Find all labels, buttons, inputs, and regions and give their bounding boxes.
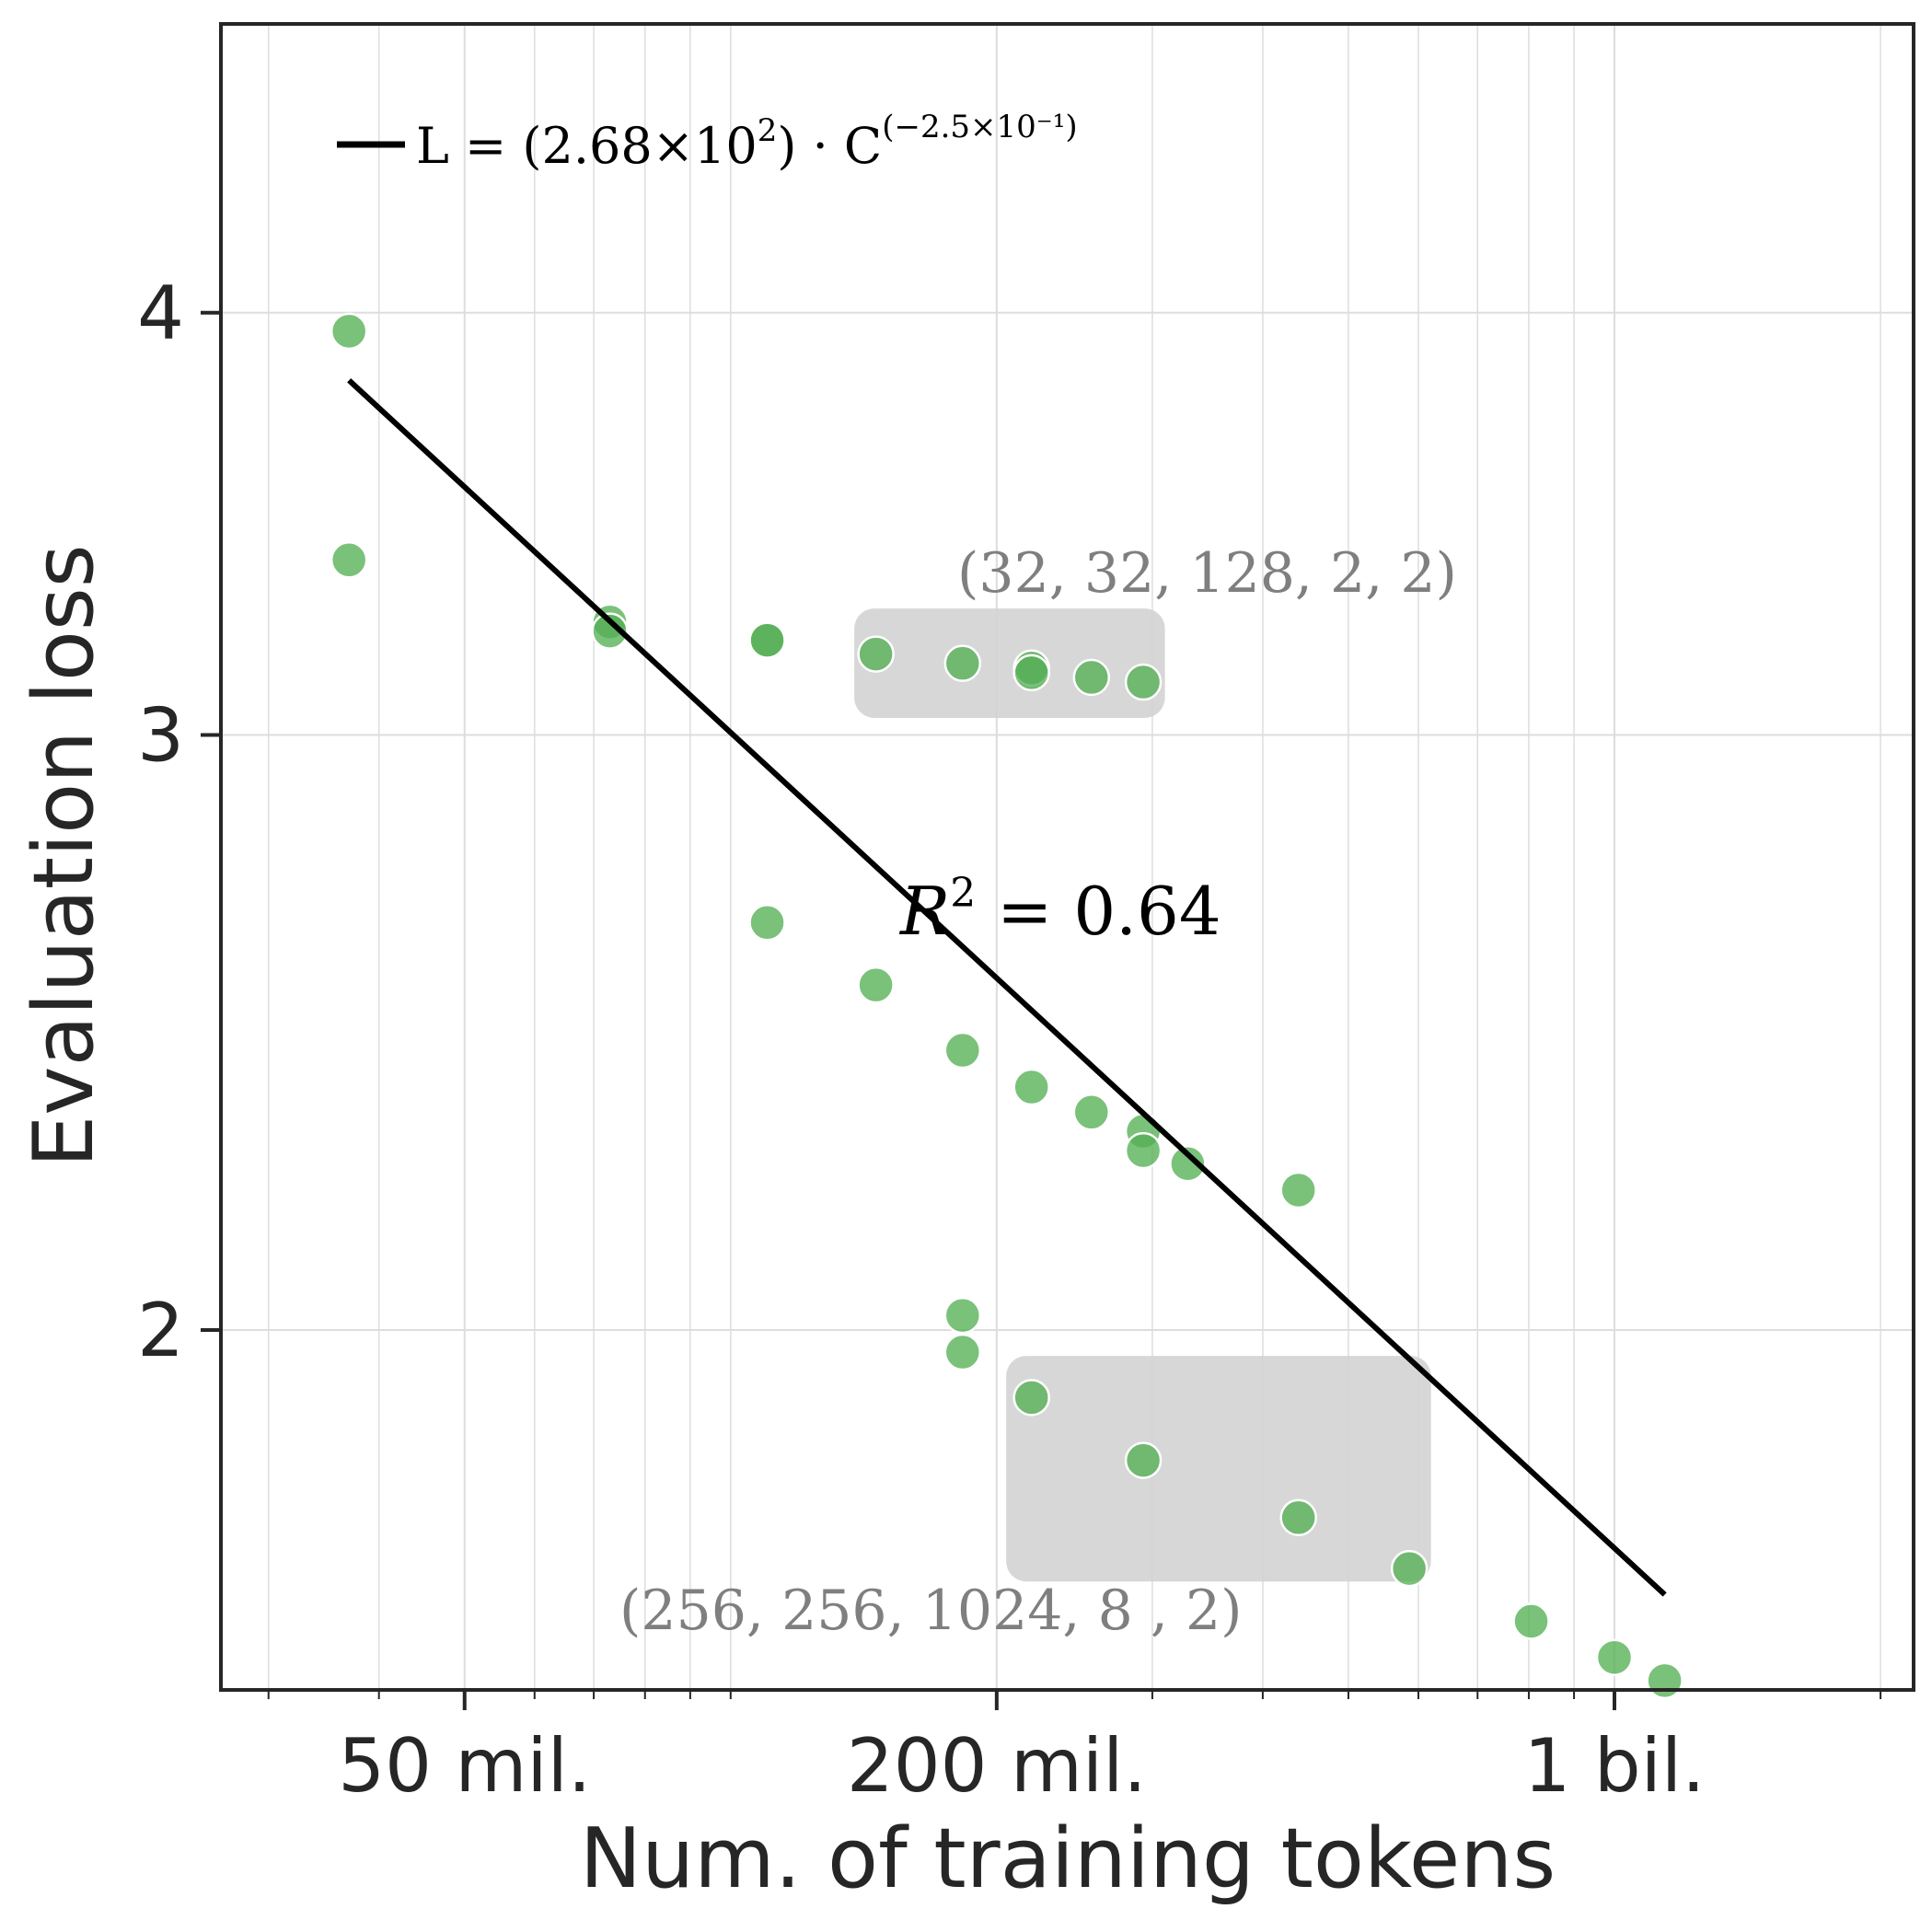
legend: L = (2.68×102) · C(−2.5×10⁻¹) bbox=[337, 109, 1078, 175]
data-point bbox=[943, 1031, 982, 1070]
data-point bbox=[748, 621, 786, 659]
legend-label-exp1: 2 bbox=[758, 112, 778, 149]
x-tick-label: 50 mil. bbox=[338, 1723, 591, 1809]
annotation-group-small: (32, 32, 128, 2, 2) bbox=[957, 541, 1457, 606]
data-point bbox=[1169, 1145, 1207, 1183]
data-point bbox=[1124, 1441, 1163, 1479]
r-squared-exponent: 2 bbox=[950, 870, 976, 917]
x-tick-label: 1 bil. bbox=[1524, 1723, 1706, 1809]
r-squared-value: = 0.64 bbox=[976, 873, 1221, 950]
data-point bbox=[1124, 663, 1163, 701]
legend-label: L = (2.68×102) · C(−2.5×10⁻¹) bbox=[416, 109, 1078, 175]
data-point bbox=[943, 1333, 982, 1371]
data-point bbox=[857, 635, 895, 673]
y-tick-label: 3 bbox=[137, 692, 184, 778]
data-point bbox=[330, 312, 368, 351]
x-axis-title: Num. of training tokens bbox=[580, 1811, 1556, 1907]
legend-label-mid: ) · C bbox=[777, 117, 882, 175]
legend-label-main: L = (2.68×10 bbox=[416, 117, 758, 175]
fit-line-group bbox=[347, 377, 1667, 1597]
data-point bbox=[943, 1296, 982, 1335]
annotation-group-large: (256, 256, 1024, 8 , 2) bbox=[619, 1579, 1243, 1643]
tick-labels: 50 mil. 200 mil. 1 bil. 2 3 4 bbox=[137, 271, 1705, 1809]
r-squared-symbol: R bbox=[898, 873, 950, 950]
data-point bbox=[1012, 1379, 1050, 1417]
y-tick-label: 4 bbox=[137, 271, 184, 356]
x-tick-label: 200 mil. bbox=[847, 1723, 1147, 1809]
data-point bbox=[943, 644, 982, 682]
data-point bbox=[1279, 1498, 1317, 1537]
data-point bbox=[1072, 1093, 1111, 1131]
legend-label-exp2: (−2.5×10⁻¹) bbox=[882, 109, 1077, 145]
data-point bbox=[591, 612, 629, 650]
y-tick-label: 2 bbox=[137, 1288, 184, 1373]
y-axis-title: Evaluation loss bbox=[16, 544, 112, 1167]
data-point bbox=[1512, 1602, 1550, 1640]
data-point bbox=[748, 904, 786, 942]
plot-frame bbox=[219, 22, 1915, 1692]
highlight-region-1 bbox=[854, 608, 1165, 718]
data-point bbox=[1595, 1638, 1634, 1676]
data-point bbox=[1279, 1171, 1317, 1209]
r-squared-label: R2 = 0.64 bbox=[898, 870, 1221, 950]
axis-ticks bbox=[201, 310, 1882, 1710]
data-point bbox=[1012, 654, 1050, 692]
data-point bbox=[1390, 1549, 1429, 1588]
highlight-region-2 bbox=[1006, 1356, 1431, 1582]
data-point bbox=[330, 541, 368, 579]
data-point bbox=[1012, 1068, 1050, 1106]
fit-line bbox=[347, 377, 1667, 1597]
data-point bbox=[857, 966, 895, 1004]
data-point bbox=[1072, 658, 1111, 697]
data-point bbox=[1646, 1661, 1683, 1700]
data-point bbox=[1124, 1131, 1163, 1170]
